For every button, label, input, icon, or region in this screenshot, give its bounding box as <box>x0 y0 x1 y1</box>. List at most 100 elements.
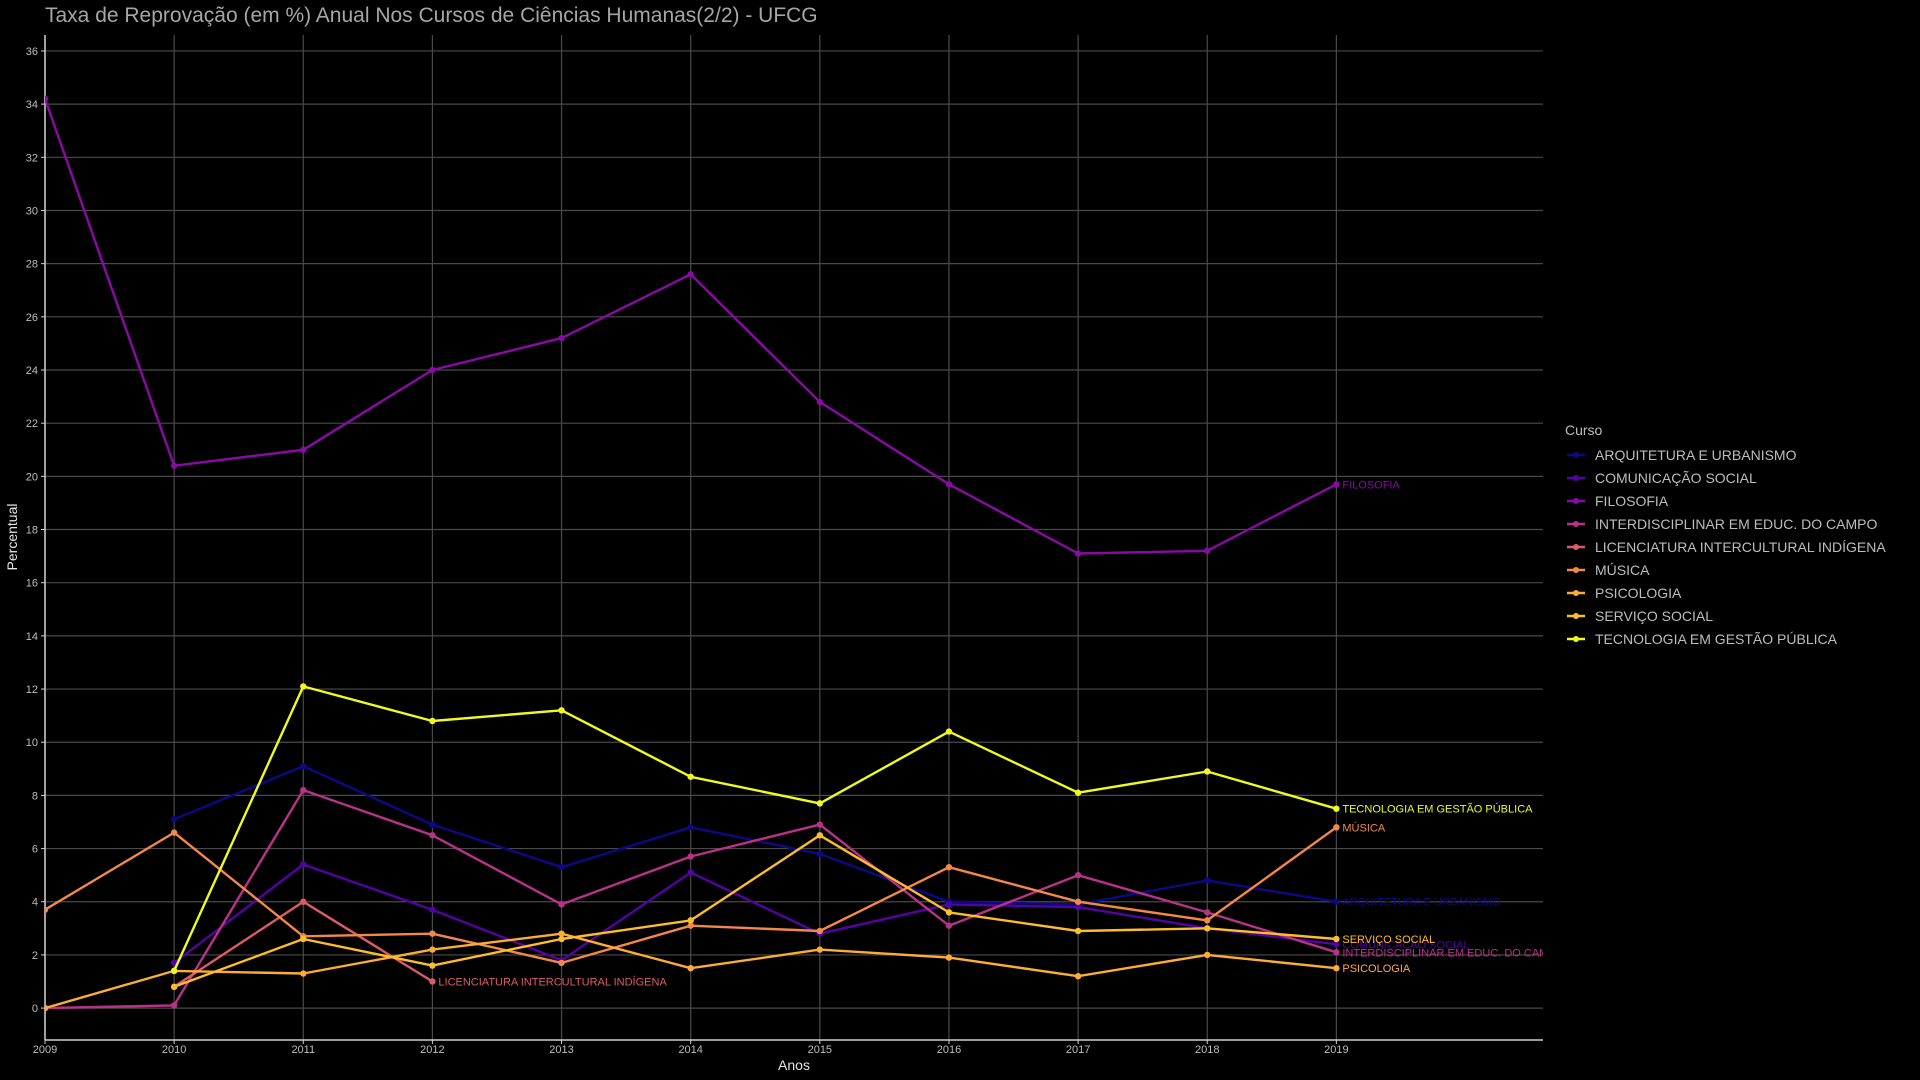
y-tick-label: 20 <box>26 471 38 483</box>
data-point <box>1074 898 1082 905</box>
x-axis-label: Anos <box>778 1057 810 1073</box>
series-end-label: TECNOLOGIA EM GESTÃO PÚBLICA <box>1342 803 1533 816</box>
y-tick-label: 2 <box>32 950 38 962</box>
data-point <box>558 707 565 714</box>
data-point <box>816 850 824 858</box>
data-point <box>816 946 824 953</box>
data-point <box>1333 824 1340 831</box>
data-point <box>429 906 436 913</box>
data-point <box>1333 965 1340 972</box>
y-axis-label: Percentual <box>4 504 20 571</box>
y-tick-label: 6 <box>32 844 38 856</box>
data-point <box>1204 951 1211 959</box>
legend-key-point <box>1573 475 1579 481</box>
series-line <box>173 765 1337 906</box>
y-tick-label: 16 <box>26 578 38 590</box>
data-point <box>816 927 824 935</box>
data-point <box>429 962 436 969</box>
data-point <box>558 930 565 937</box>
series-9 <box>170 683 1340 975</box>
data-point <box>687 271 694 278</box>
series-end-label: INTERDISCIPLINAR EM EDUC. DO CAMPO <box>1342 947 1564 959</box>
data-point <box>300 762 307 770</box>
data-point <box>816 398 824 406</box>
legend-key-point <box>1573 567 1579 573</box>
y-tick-label: 18 <box>26 525 38 537</box>
data-point <box>1074 972 1082 980</box>
series-7 <box>45 930 1340 1012</box>
data-point <box>1333 481 1340 488</box>
data-point <box>300 935 307 943</box>
data-point <box>170 829 178 836</box>
data-point <box>45 1004 49 1012</box>
x-tick-label: 2014 <box>678 1044 702 1056</box>
data-point <box>1204 917 1211 924</box>
data-point <box>558 334 565 342</box>
series-end-label: MÚSICA <box>1342 821 1385 834</box>
data-point <box>816 800 824 807</box>
data-point <box>429 946 436 953</box>
data-point <box>429 832 436 839</box>
legend-entry: LICENCIATURA INTERCULTURAL INDÍGENA <box>1595 539 1886 555</box>
data-point <box>1333 935 1340 943</box>
data-point <box>558 959 565 967</box>
legend-entry: MÚSICA <box>1595 562 1650 578</box>
series-end-label: ARQUITETURA E URBANISMO <box>1342 897 1501 909</box>
data-point <box>1204 877 1211 884</box>
legend-key-point <box>1573 498 1579 504</box>
x-tick-label: 2011 <box>291 1044 315 1056</box>
data-point <box>558 901 565 908</box>
legend-key-point <box>1573 590 1579 596</box>
series-end-label: FILOSOFIA <box>1342 479 1400 491</box>
data-point <box>45 906 49 913</box>
series-line <box>173 685 1337 972</box>
x-tick-label: 2017 <box>1066 1044 1090 1056</box>
x-tick-label: 2018 <box>1195 1044 1219 1056</box>
y-tick-label: 28 <box>26 259 38 271</box>
y-tick-label: 12 <box>26 684 38 696</box>
y-tick-label: 10 <box>26 737 38 749</box>
series-line <box>173 863 1337 964</box>
series-line <box>173 834 1337 988</box>
data-point <box>1333 898 1340 905</box>
grid <box>44 35 1543 1040</box>
data-point <box>816 821 824 828</box>
data-point <box>1333 805 1340 812</box>
data-point <box>300 446 307 453</box>
series-3 <box>45 95 1340 557</box>
y-tick-label: 0 <box>32 1003 38 1015</box>
data-point <box>945 728 953 735</box>
data-point <box>1204 909 1211 916</box>
series-8 <box>170 832 1340 991</box>
data-point <box>1074 789 1082 796</box>
data-point <box>170 1002 178 1009</box>
y-tick-label: 34 <box>26 99 38 111</box>
data-point <box>816 832 824 839</box>
x-tick-label: 2016 <box>937 1044 961 1056</box>
legend: Curso ARQUITETURA E URBANISMO COMUNICAÇÃO… <box>1565 422 1886 647</box>
x-tick-label: 2009 <box>33 1044 57 1056</box>
data-point <box>429 717 436 725</box>
legend-entry: FILOSOFIA <box>1595 493 1669 509</box>
y-tick-label: 32 <box>26 152 38 164</box>
data-point <box>45 95 49 103</box>
data-point <box>1204 768 1211 775</box>
x-tick-label: 2019 <box>1324 1044 1348 1056</box>
series-end-label: COMUNICAÇÃO SOCIAL <box>1342 938 1469 951</box>
data-point <box>945 481 953 488</box>
y-tick-label: 8 <box>32 790 38 802</box>
legend-entry: ARQUITETURA E URBANISMO <box>1595 447 1797 463</box>
data-point <box>429 930 436 937</box>
y-tick-label: 24 <box>26 365 38 377</box>
data-point <box>429 978 436 985</box>
series-1 <box>170 762 1340 908</box>
legend-entry: COMUNICAÇÃO SOCIAL <box>1595 470 1757 486</box>
legend-entry: SERVIÇO SOCIAL <box>1595 608 1713 624</box>
data-point <box>945 863 953 871</box>
data-point <box>687 922 694 929</box>
data-point <box>687 853 694 860</box>
legend-title: Curso <box>1565 422 1603 438</box>
x-tick-label: 2012 <box>420 1044 444 1056</box>
